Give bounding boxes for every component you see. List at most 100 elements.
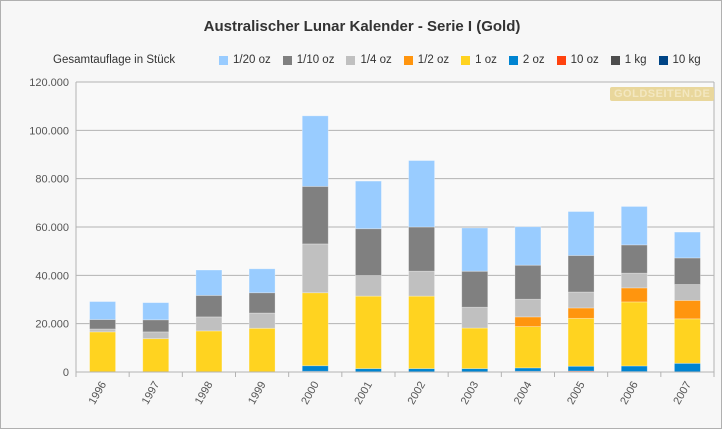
y-tick-label: 80.000 — [35, 174, 69, 186]
bar-segment-1-10-oz — [355, 228, 382, 276]
legend-item: 2 oz — [508, 54, 545, 66]
bar-segment-1-20-oz — [89, 301, 116, 320]
bar-segment-1-4-oz — [674, 284, 701, 301]
bar-stack-2007 — [674, 231, 701, 373]
legend-item: 1/4 oz — [346, 54, 392, 66]
legend-item: 1/10 oz — [282, 54, 335, 66]
bar-segment-1-10-oz — [620, 244, 648, 274]
bar-segment-1-10-oz — [142, 319, 170, 333]
bar-segment-1-oz — [620, 301, 648, 367]
bar-segment-1-4-oz — [195, 316, 223, 332]
legend-item: 1 kg — [610, 54, 647, 66]
bar-segment-1-20-oz — [674, 231, 701, 259]
legend-swatch — [403, 55, 413, 65]
bar-segment-1-4-oz — [408, 270, 435, 297]
legend-item: 1/2 oz — [403, 54, 450, 66]
y-tick-label: 0 — [63, 367, 69, 379]
bar-segment-1-4-oz — [461, 306, 489, 329]
x-tick-label: 2004 — [512, 380, 535, 407]
bar-segment-1-4-oz — [567, 291, 595, 309]
legend-label: 1/10 oz — [296, 54, 335, 66]
legend-label: 1/4 oz — [360, 54, 392, 66]
x-tick-label: 2001 — [352, 380, 375, 407]
bar-stack-2000 — [301, 115, 329, 373]
x-tick-label: 1996 — [87, 380, 110, 407]
bar-segment-1-oz — [301, 292, 329, 367]
y-tick-label: 20.000 — [35, 319, 69, 331]
bar-segment-1-20-oz — [248, 268, 276, 294]
legend-label: 10 oz — [570, 54, 599, 66]
bar-segment-1-2-oz — [567, 307, 595, 319]
bar-segment-1-4-oz — [301, 243, 329, 294]
bar-segment-2-oz — [461, 368, 489, 373]
x-tick-label: 1998 — [193, 380, 216, 407]
legend-swatch — [282, 55, 292, 65]
bar-segment-1-oz — [408, 295, 435, 370]
bar-segment-1-20-oz — [142, 302, 170, 321]
legend-swatch — [346, 55, 356, 65]
bar-segment-1-20-oz — [355, 180, 382, 230]
bar-segment-1-oz — [514, 326, 542, 369]
bar-segment-1-4-oz — [142, 331, 170, 340]
legend-swatch — [610, 55, 620, 65]
bar-stack-2003 — [461, 227, 489, 373]
legend-item: 1 oz — [461, 54, 497, 66]
bar-segment-1-4-oz — [89, 328, 116, 333]
x-tick-label: 1997 — [140, 380, 163, 407]
bar-segment-1-oz — [461, 327, 489, 370]
bar-segment-1-10-oz — [514, 264, 542, 300]
bar-segment-1-2-oz — [514, 316, 542, 327]
legend-label: 10 kg — [672, 54, 701, 66]
bar-segment-1-4-oz — [620, 272, 648, 289]
y-axis-label: Gesamtauflage in Stück — [53, 54, 176, 66]
legend-label: 1/2 oz — [417, 54, 450, 66]
legend-label: 2 oz — [522, 54, 545, 66]
legend-label: 1 kg — [624, 54, 647, 66]
bar-segment-1-oz — [89, 331, 116, 373]
bar-stack-2001 — [355, 180, 382, 373]
bar-segment-2-oz — [355, 368, 382, 373]
legend-item: 10 kg — [658, 54, 701, 66]
x-tick-label: 2003 — [459, 380, 482, 407]
bar-segment-1-oz — [248, 327, 276, 373]
watermark-logo: GOLDSEITEN.DE — [610, 87, 715, 101]
bar-segment-1-10-oz — [461, 270, 489, 308]
bar-stack-1998 — [195, 269, 223, 373]
bar-stack-2004 — [514, 226, 542, 373]
x-tick-label: 2002 — [406, 380, 429, 407]
bar-segment-2-oz — [301, 365, 329, 372]
bar-segment-1-20-oz — [620, 206, 648, 246]
bar-segment-1-20-oz — [301, 115, 329, 187]
bar-segment-1-oz — [674, 318, 701, 364]
bar-segment-1-oz — [567, 317, 595, 367]
bar-segment-1-oz — [142, 338, 170, 373]
bar-stack-1999 — [248, 268, 276, 373]
bar-segment-1-20-oz — [408, 160, 435, 228]
bar-segment-1-oz — [355, 295, 382, 370]
y-tick-label: 40.000 — [35, 270, 69, 282]
bar-segment-1-10-oz — [195, 294, 223, 318]
legend-swatch — [219, 55, 228, 65]
bar-stack-2002 — [408, 160, 435, 373]
bar-segment-1-oz — [195, 330, 223, 373]
bar-segment-1-20-oz — [195, 269, 223, 296]
bar-segment-1-10-oz — [248, 292, 276, 314]
bar-segment-2-oz — [408, 368, 435, 373]
bar-segment-1-4-oz — [514, 298, 542, 318]
bar-segment-2-oz — [674, 362, 701, 373]
bar-segment-1-10-oz — [301, 185, 329, 245]
bar-segment-1-2-oz — [674, 300, 701, 320]
bar-segment-1-2-oz — [620, 287, 648, 303]
bar-segment-2-oz — [620, 365, 648, 372]
legend-item: 1/20 oz — [219, 54, 271, 66]
bar-segment-1-10-oz — [674, 257, 701, 285]
bar-segment-2-oz — [567, 365, 595, 372]
x-tick-label: 2007 — [671, 380, 694, 407]
legend-swatch — [461, 55, 471, 65]
y-tick-label: 60.000 — [35, 222, 69, 234]
bar-stack-2006 — [620, 206, 648, 373]
legend-label: 1 oz — [475, 54, 497, 66]
bar-segment-1-10-oz — [408, 226, 435, 272]
